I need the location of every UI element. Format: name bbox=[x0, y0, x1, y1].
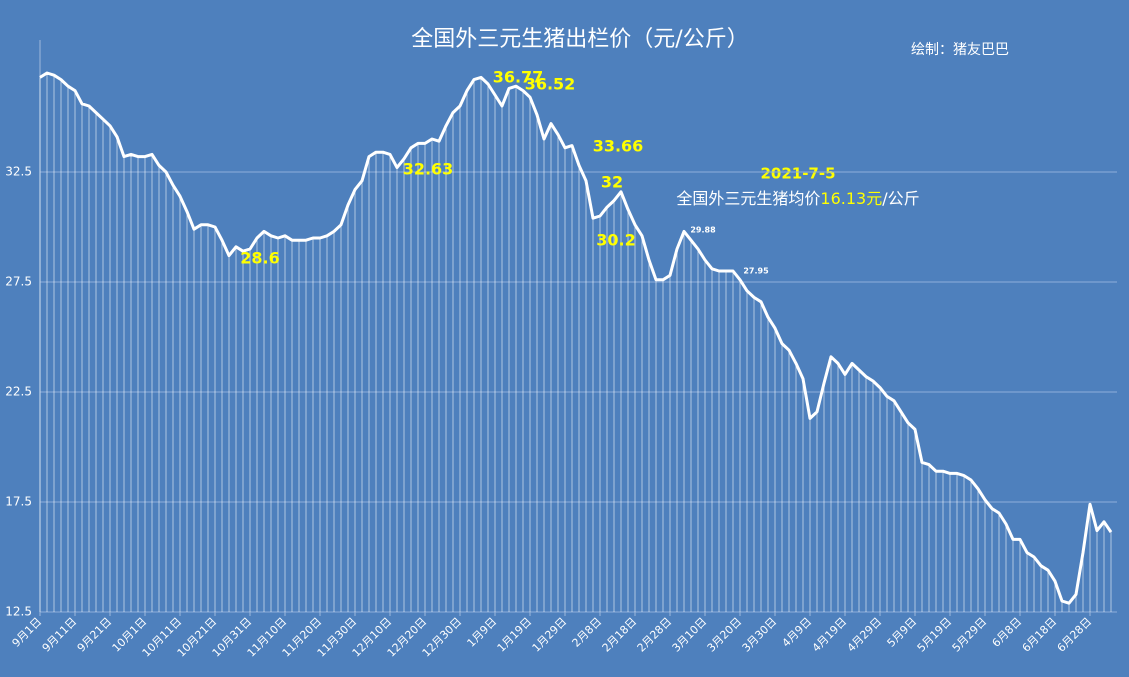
annotation: 29.88 bbox=[690, 226, 716, 235]
chart-title: 全国外三元生猪出栏价（元/公斤） bbox=[411, 27, 748, 52]
annotation: 36.52 bbox=[525, 75, 576, 94]
annotation: 33.66 bbox=[593, 137, 644, 156]
annotation: 36.77 bbox=[493, 68, 544, 87]
y-tick-label: 22.5 bbox=[5, 385, 32, 399]
annotation: 30.2 bbox=[596, 231, 635, 250]
price-line bbox=[39, 71, 1113, 605]
y-tick-label: 17.5 bbox=[5, 495, 32, 509]
y-tick-label: 12.5 bbox=[5, 605, 32, 619]
credit: 绘制：猪友巴巴 bbox=[911, 42, 1009, 58]
annotation: 27.95 bbox=[743, 267, 769, 276]
annotation: 32.63 bbox=[403, 160, 454, 179]
price-note-value: 16.13元 bbox=[820, 189, 882, 208]
price-note-unit: /公斤 bbox=[882, 189, 919, 208]
annotation: 28.6 bbox=[240, 249, 279, 268]
y-tick-label: 27.5 bbox=[5, 275, 32, 289]
date-note: 2021-7-5 bbox=[760, 165, 835, 183]
annotation: 32 bbox=[601, 173, 623, 192]
y-tick-label: 32.5 bbox=[5, 165, 32, 179]
price-note-text: 全国外三元生猪均价 bbox=[676, 189, 820, 208]
price-note: 全国外三元生猪均价16.13元/公斤 bbox=[676, 189, 919, 208]
